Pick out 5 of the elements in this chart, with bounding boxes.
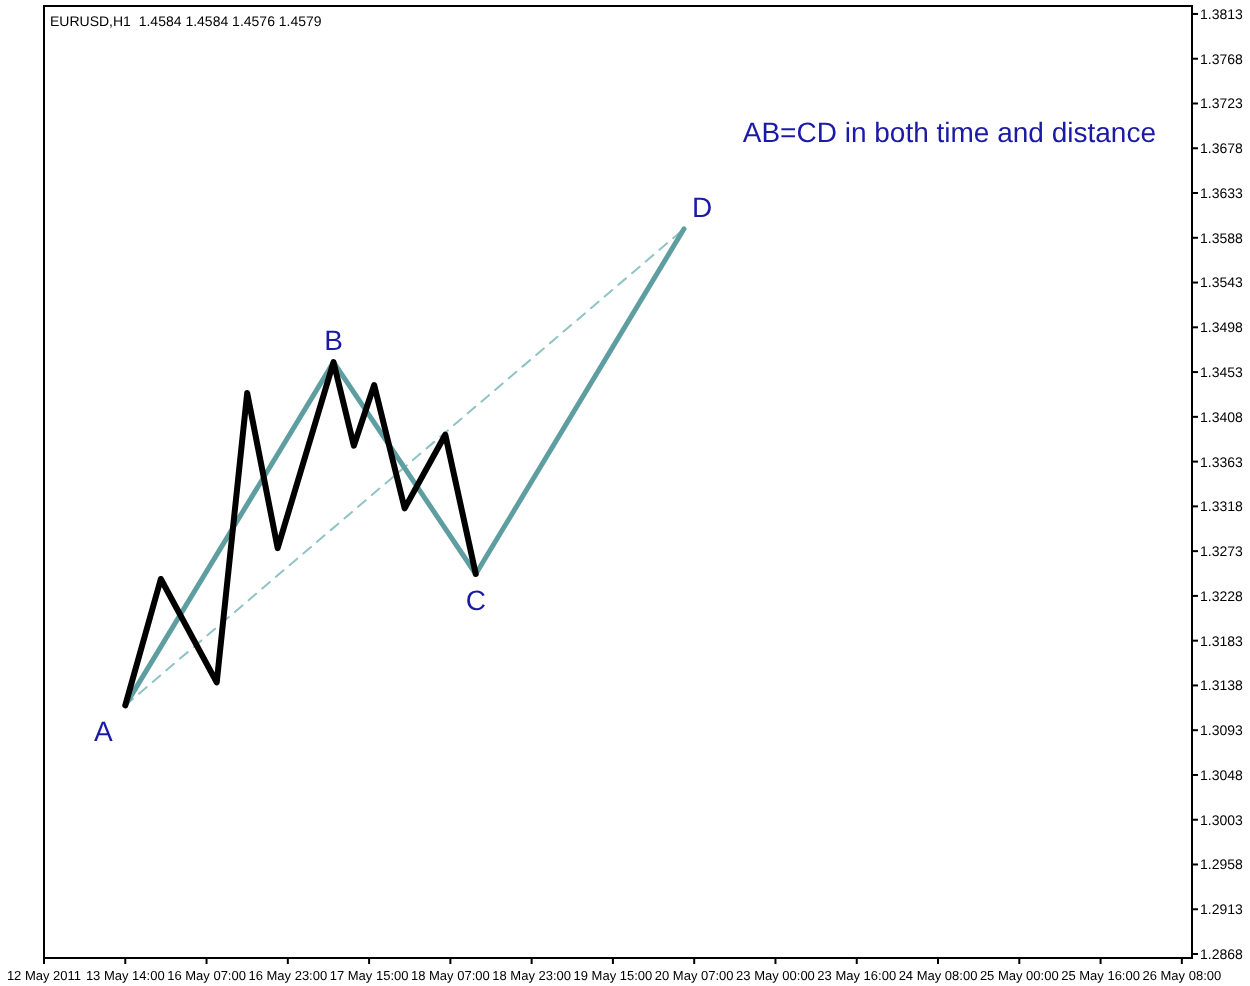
annotation: C (465, 584, 486, 617)
annotation: D (692, 190, 713, 223)
annotation: B (324, 324, 343, 357)
annotation: A (93, 715, 114, 748)
annotation: AB=CD in both time and distance (742, 116, 1157, 148)
